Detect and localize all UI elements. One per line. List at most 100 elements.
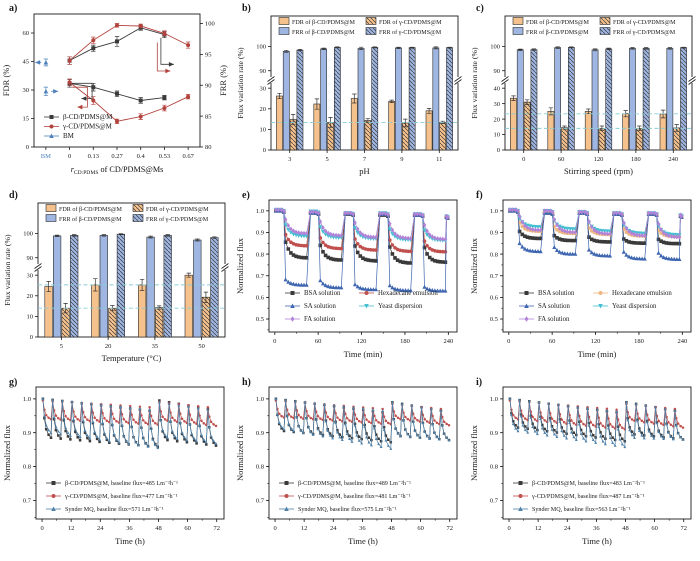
- svg-text:0.8: 0.8: [490, 464, 498, 471]
- svg-text:80: 80: [205, 144, 212, 151]
- svg-text:1.0: 1.0: [256, 208, 264, 215]
- svg-text:FDR of β-CD/PDMS@M: FDR of β-CD/PDMS@M: [292, 19, 355, 26]
- svg-text:Yeast dispersion: Yeast dispersion: [612, 303, 657, 310]
- svg-text:12: 12: [535, 525, 542, 532]
- svg-text:1.0: 1.0: [256, 396, 264, 403]
- svg-text:0.67: 0.67: [182, 153, 194, 160]
- svg-text:72: 72: [213, 525, 220, 532]
- panel-a-chart: 0 15 30 45 60 80 85 90 95 100 BM 0 0.13 0.27 0.4 0.53 0.…: [1, 3, 228, 176]
- svg-text:Time (min): Time (min): [577, 349, 616, 359]
- panel-i-chart: 0.7 0.8 0.9 1.0 0 12 24 36 48 60 72 Time (h) Normali…: [469, 377, 692, 546]
- svg-text:Flux variation rate (%): Flux variation rate (%): [470, 47, 479, 119]
- svg-text:FDR of γ-CD/PDMS@M: FDR of γ-CD/PDMS@M: [379, 19, 442, 26]
- panel-d-chart: 0 10 20 30 90 100 5 20 35 50 Temperature (°C) Flux …: [3, 190, 229, 363]
- svg-text:100: 100: [257, 44, 267, 51]
- svg-text:1.0: 1.0: [23, 396, 31, 403]
- panel-c-chart: 0 10 20 30 40 90 100 0 60 120 180 240 Stirring speed…: [470, 3, 696, 176]
- svg-text:0.9: 0.9: [256, 430, 264, 437]
- svg-text:FA solution: FA solution: [304, 316, 336, 323]
- svg-text:BSA solution: BSA solution: [304, 290, 341, 297]
- svg-text:0.7: 0.7: [490, 273, 499, 280]
- svg-text:0.53: 0.53: [159, 153, 170, 160]
- svg-text:0: 0: [274, 525, 277, 532]
- svg-text:b): b): [242, 3, 251, 14]
- svg-text:d): d): [9, 190, 18, 201]
- panel-e: 0.5 0.6 0.7 0.8 0.9 1.0 0 60 120 180 240 Time (min)…: [233, 187, 466, 374]
- svg-text:Hexadecane emulsion: Hexadecane emulsion: [612, 290, 672, 297]
- svg-text:Normalized flux: Normalized flux: [469, 424, 479, 481]
- svg-text:12: 12: [68, 525, 75, 532]
- svg-text:90: 90: [260, 68, 267, 75]
- svg-text:20: 20: [105, 343, 112, 350]
- svg-text:30: 30: [493, 101, 500, 108]
- svg-text:95: 95: [205, 52, 212, 59]
- svg-text:5: 5: [60, 343, 63, 350]
- svg-text:0: 0: [273, 338, 276, 345]
- svg-text:β-CD/PDMS@M, baseline flux=489: β-CD/PDMS@M, baseline flux=489 Lm⁻²h⁻¹: [298, 480, 411, 487]
- svg-text:10: 10: [260, 127, 267, 134]
- svg-text:e): e): [242, 190, 250, 201]
- svg-text:30: 30: [260, 85, 267, 92]
- svg-text:β-CD/PDMS@M, baseline flux=485: β-CD/PDMS@M, baseline flux=485 Lm⁻²h⁻¹: [65, 480, 178, 487]
- svg-text:FDR of β-CD/PDMS@M: FDR of β-CD/PDMS@M: [59, 206, 122, 213]
- svg-text:0.13: 0.13: [88, 153, 99, 160]
- svg-text:0.7: 0.7: [256, 273, 265, 280]
- svg-text:60: 60: [651, 525, 658, 532]
- svg-text:SA solution: SA solution: [538, 303, 571, 310]
- panel-e-chart: 0.5 0.6 0.7 0.8 0.9 1.0 0 60 120 180 240 Time (min)…: [235, 190, 458, 359]
- svg-text:0.5: 0.5: [490, 316, 498, 323]
- svg-text:0.27: 0.27: [111, 153, 123, 160]
- svg-text:35: 35: [152, 343, 159, 350]
- svg-text:72: 72: [680, 525, 687, 532]
- svg-text:0: 0: [68, 153, 71, 160]
- svg-text:γ-CD/PDMS@M, baseline flux=477: γ-CD/PDMS@M, baseline flux=477 Lm⁻²h⁻¹: [64, 493, 178, 500]
- svg-text:0.6: 0.6: [490, 295, 499, 302]
- panel-d: 0 10 20 30 90 100 5 20 35 50 Temperature (°C) Flux …: [0, 187, 233, 374]
- svg-text:FRR of γ-CD/PDMS@M: FRR of γ-CD/PDMS@M: [613, 29, 676, 36]
- panel-h: 0.7 0.8 0.9 1.0 0 12 24 36 48 60 72 Time (h) Normali…: [233, 374, 466, 561]
- svg-text:Flux variation rate (%): Flux variation rate (%): [3, 234, 12, 306]
- svg-text:0: 0: [507, 525, 510, 532]
- svg-text:85: 85: [205, 113, 212, 120]
- svg-text:Time (h): Time (h): [582, 536, 612, 546]
- svg-text:0.7: 0.7: [256, 498, 265, 505]
- svg-text:120: 120: [593, 156, 603, 163]
- svg-text:FRR of γ-CD/PDMS@M: FRR of γ-CD/PDMS@M: [379, 29, 442, 36]
- svg-text:β-CD/PDMS@M, baseline flux=483: β-CD/PDMS@M, baseline flux=483 Lm⁻²h⁻¹: [532, 480, 645, 487]
- svg-text:0.9: 0.9: [490, 430, 498, 437]
- svg-text:0.8: 0.8: [490, 251, 498, 258]
- svg-text:β-CD/PDMS@M: β-CD/PDMS@M: [63, 113, 113, 121]
- svg-text:12: 12: [301, 525, 308, 532]
- svg-text:1.0: 1.0: [490, 396, 498, 403]
- svg-text:30: 30: [27, 272, 34, 279]
- svg-text:c): c): [476, 3, 484, 14]
- svg-text:0.7: 0.7: [490, 498, 499, 505]
- svg-text:0: 0: [40, 525, 43, 532]
- panel-h-chart: 0.7 0.8 0.9 1.0 0 12 24 36 48 60 72 Time (h) Normali…: [235, 377, 458, 546]
- svg-text:240: 240: [668, 156, 678, 163]
- svg-text:1.0: 1.0: [490, 208, 498, 215]
- svg-text:rCD:PDMS of CD/PDMS@Ms: rCD:PDMS of CD/PDMS@Ms: [71, 165, 164, 176]
- panel-f-chart: 0.5 0.6 0.7 0.8 0.9 1.0 0 60 120 180 240 Time (min)…: [469, 190, 692, 359]
- svg-text:Normalized flux: Normalized flux: [235, 237, 245, 294]
- svg-text:BSA solution: BSA solution: [538, 290, 575, 297]
- svg-text:i): i): [476, 377, 482, 388]
- panel-g-chart: 0.7 0.8 0.9 1.0 0 12 24 36 48 60 72 Time (h) Normali…: [2, 377, 225, 546]
- svg-text:0: 0: [30, 334, 33, 341]
- svg-text:20: 20: [260, 106, 267, 113]
- svg-text:48: 48: [389, 525, 396, 532]
- panel-c: 0 10 20 30 40 90 100 0 60 120 180 240 Stirring speed…: [467, 0, 700, 187]
- svg-text:Flux variation rate (%): Flux variation rate (%): [236, 47, 245, 119]
- svg-text:Hexadecane emulsion: Hexadecane emulsion: [378, 290, 438, 297]
- svg-text:40: 40: [493, 85, 500, 92]
- svg-text:15: 15: [23, 116, 30, 123]
- svg-text:0: 0: [263, 147, 266, 154]
- svg-text:BM: BM: [63, 132, 75, 140]
- svg-text:Yeast dispersion: Yeast dispersion: [378, 303, 423, 310]
- svg-text:0.9: 0.9: [256, 230, 264, 237]
- svg-text:10: 10: [493, 132, 500, 139]
- svg-text:Temperature (°C): Temperature (°C): [102, 353, 162, 363]
- svg-text:Normalized flux: Normalized flux: [469, 237, 479, 294]
- svg-text:FDR of γ-CD/PDMS@M: FDR of γ-CD/PDMS@M: [146, 206, 209, 213]
- svg-text:FDR of γ-CD/PDMS@M: FDR of γ-CD/PDMS@M: [613, 19, 676, 26]
